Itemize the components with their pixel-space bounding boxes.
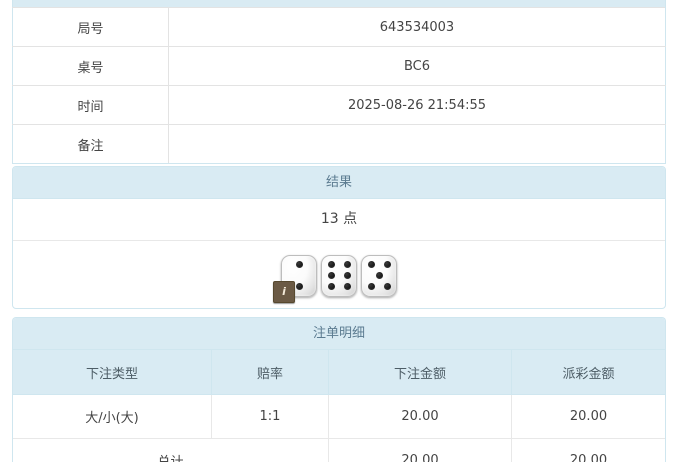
pip	[383, 261, 391, 269]
pip	[343, 282, 351, 290]
table-row: 桌号 BC6	[12, 46, 666, 86]
column-header-payout: 派彩金额	[511, 350, 665, 395]
column-header-odds: 赔率	[211, 350, 329, 395]
column-header-bet-amount: 下注金额	[328, 350, 512, 395]
pip	[295, 261, 303, 269]
table-row: 局号 643534003	[12, 7, 666, 47]
pip	[327, 271, 335, 279]
info-table-header-strip	[12, 0, 666, 7]
table-row: 大/小(大) 1:1 20.00 20.00	[13, 394, 665, 439]
cell-total-payout: 20.00	[511, 438, 665, 462]
table-total-row: 总计 20.00 20.00	[13, 438, 665, 462]
info-value-table-no: BC6	[168, 46, 666, 86]
cell-payout: 20.00	[511, 394, 665, 439]
table-row: 时间 2025-08-26 21:54:55	[12, 85, 666, 125]
table-row: 备注	[12, 124, 666, 164]
die-2	[321, 254, 357, 297]
column-header-bet-type: 下注类型	[13, 350, 212, 395]
die-1: i	[273, 254, 317, 303]
result-panel-title: 结果	[13, 167, 665, 199]
result-points-text: 13 点	[13, 199, 665, 241]
cell-total-bet-amount: 20.00	[328, 438, 512, 462]
cell-bet-amount: 20.00	[328, 394, 512, 439]
info-label-remark: 备注	[12, 124, 169, 164]
info-value-remark	[168, 124, 666, 164]
info-value-time: 2025-08-26 21:54:55	[168, 85, 666, 125]
info-label-round-no: 局号	[12, 7, 169, 47]
info-label-table-no: 桌号	[12, 46, 169, 86]
info-label-time: 时间	[12, 85, 169, 125]
cell-odds: 1:1	[211, 394, 329, 439]
bet-detail-panel: 注单明细 下注类型 赔率 下注金额 派彩金额 大/小(大) 1:1 20.00 …	[12, 317, 666, 462]
pip	[295, 282, 303, 290]
table-header-row: 下注类型 赔率 下注金额 派彩金额	[13, 350, 665, 395]
pip	[375, 271, 383, 279]
pip	[383, 282, 391, 290]
die-3	[361, 254, 397, 297]
pip	[367, 261, 375, 269]
bet-detail-title: 注单明细	[13, 318, 665, 350]
pip	[343, 271, 351, 279]
pip	[367, 282, 375, 290]
bet-detail-table: 下注类型 赔率 下注金额 派彩金额 大/小(大) 1:1 20.00 20.00…	[13, 350, 665, 462]
pip	[327, 261, 335, 269]
info-value-round-no: 643534003	[168, 7, 666, 47]
round-info-table: 局号 643534003 桌号 BC6 时间 2025-08-26 21:54:…	[12, 7, 666, 164]
dice-row: i	[13, 241, 665, 308]
pip	[327, 282, 335, 290]
pip	[343, 261, 351, 269]
cell-total-label: 总计	[13, 438, 329, 462]
info-badge-icon[interactable]: i	[273, 280, 295, 303]
result-panel: 结果 13 点 i	[12, 166, 666, 309]
cell-bet-type: 大/小(大)	[13, 394, 212, 439]
